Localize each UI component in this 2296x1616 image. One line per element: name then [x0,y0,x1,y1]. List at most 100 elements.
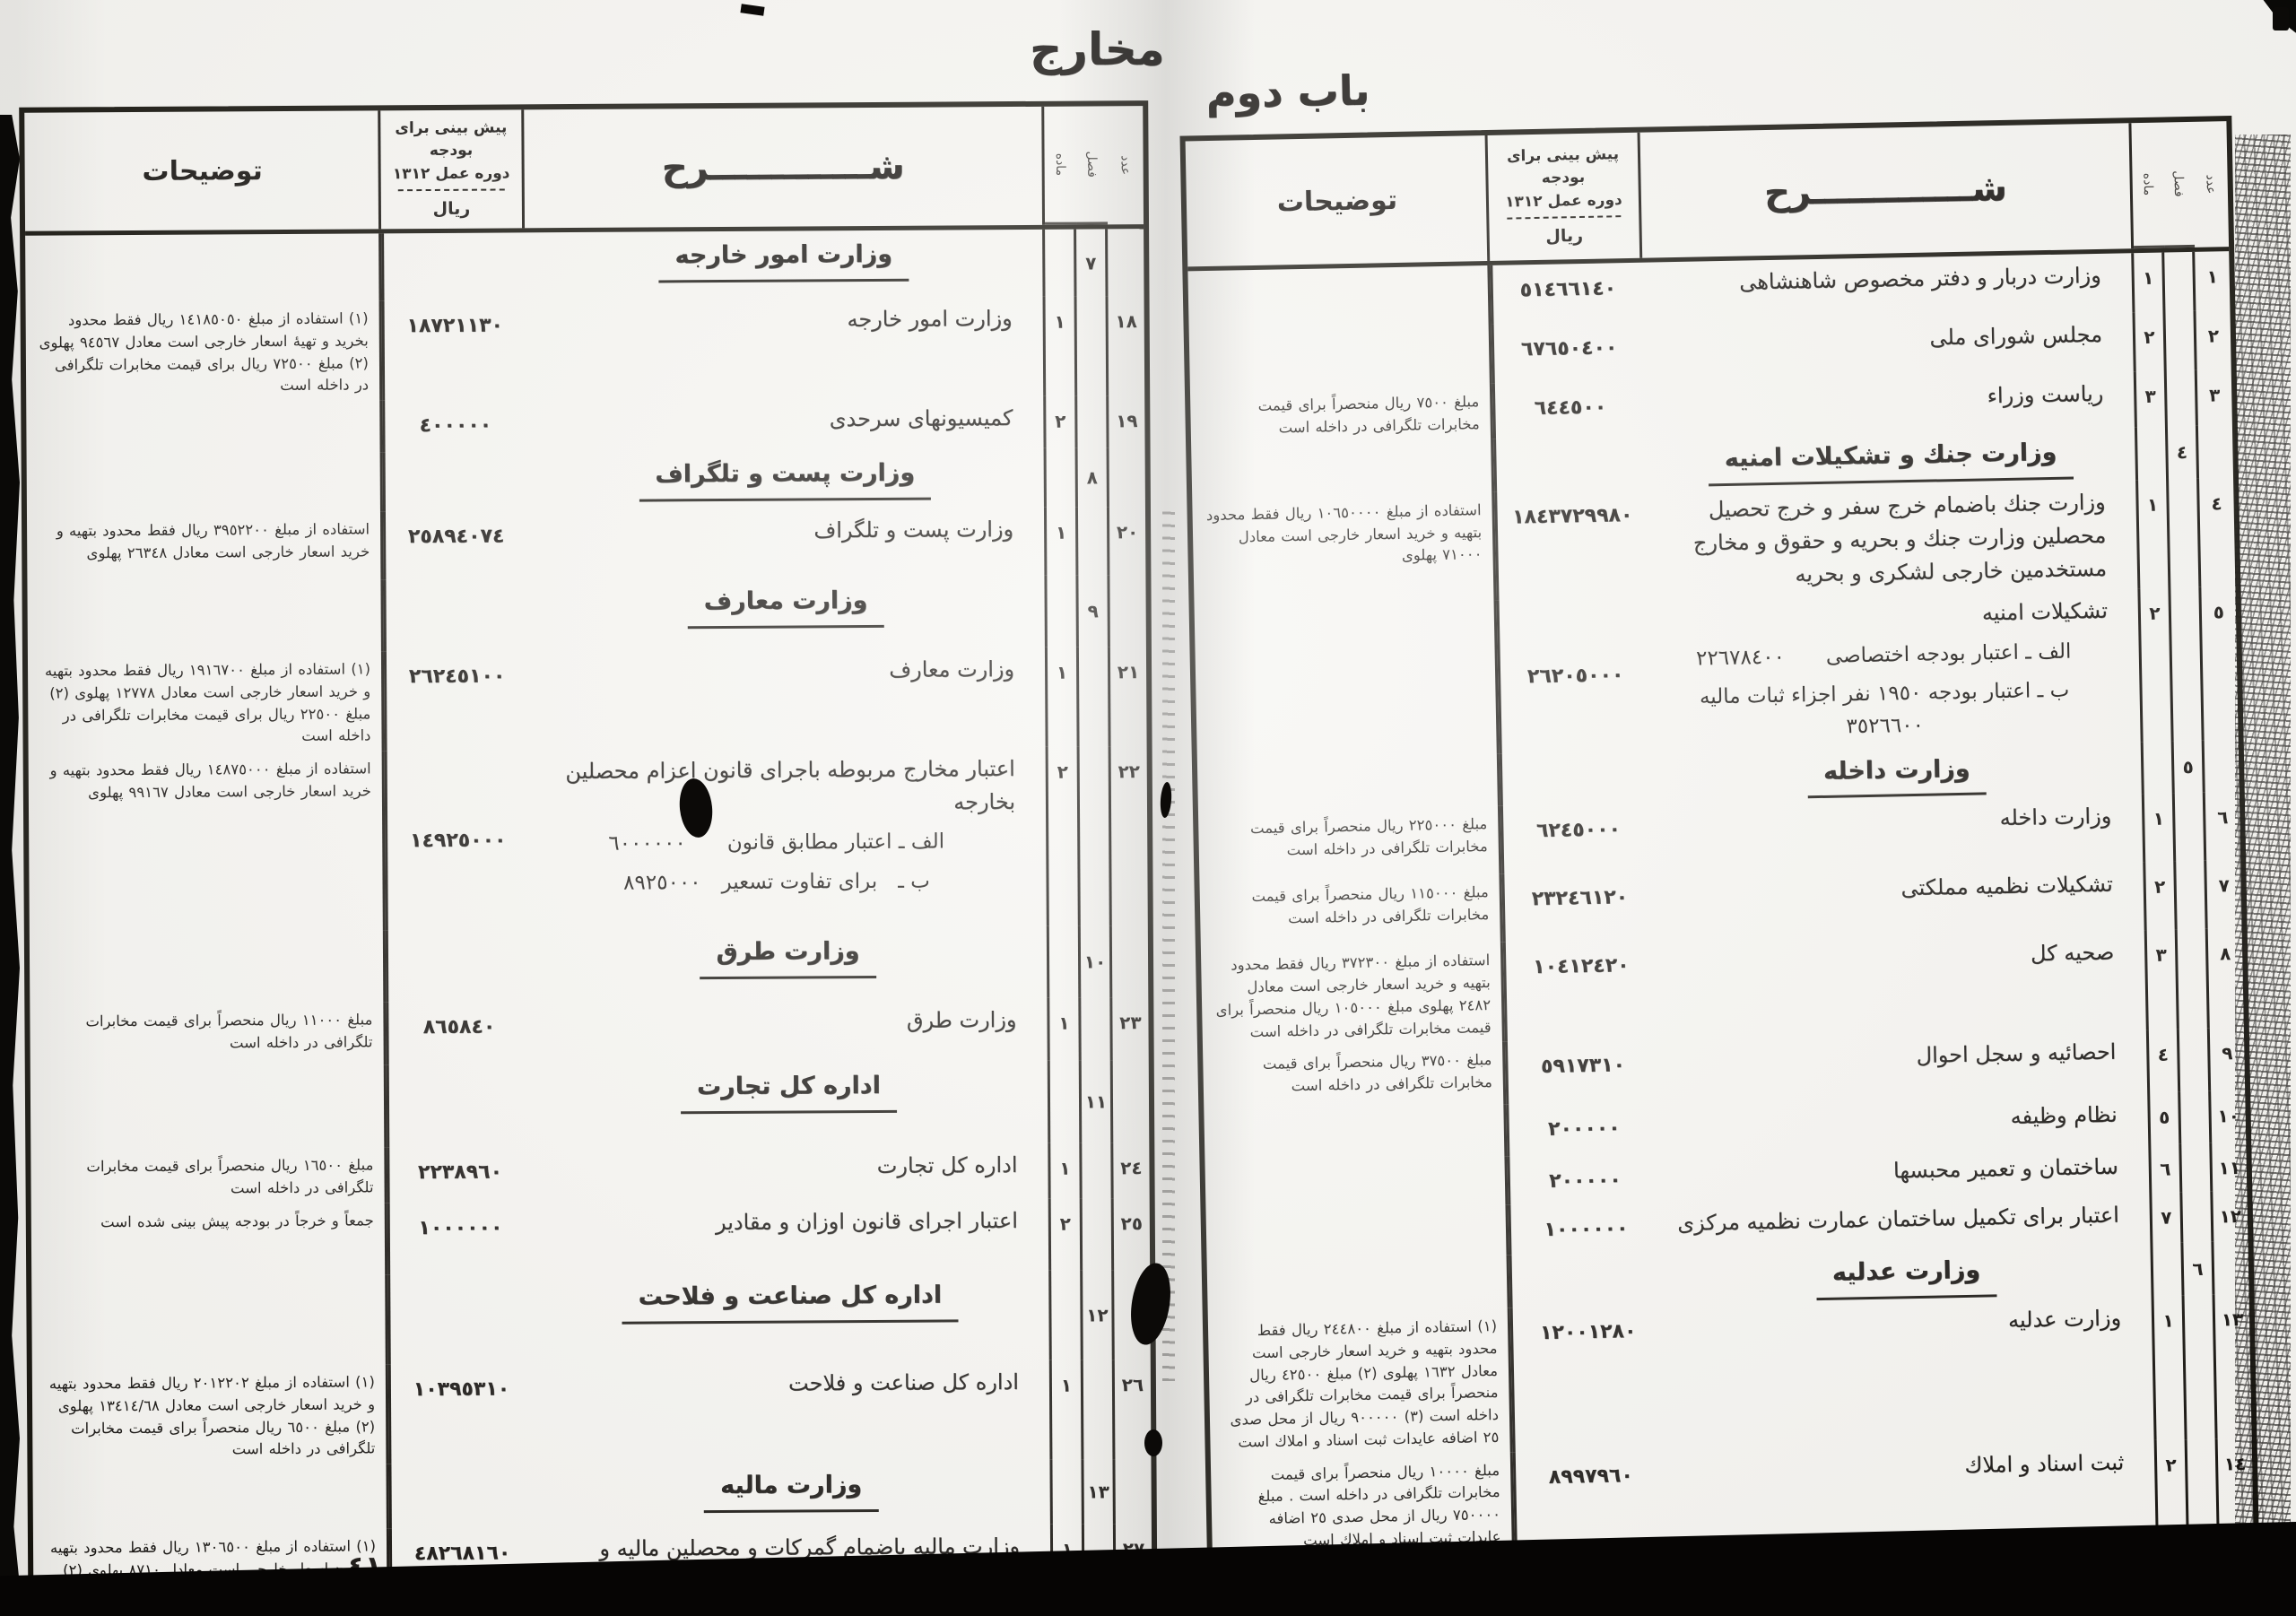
amount-cell: ٢٦٢٤٥١٠٠ [383,650,528,752]
description-cell: تشكیلات نظمیه مملكتی [1654,862,2147,940]
budget-line-row: ١٣ ١ وزارت عدلیه ١٢٠٠١٢٨٠ (١) استفاده از مبل… [1208,1294,2252,1458]
budget-line-row: ٢٦ ١ اداره كل صناعت و فلاحت ١٠٣٩٥٣١٠ (١) است… [32,1360,1152,1466]
budget-line-row: ٢٧ ١ وزارت مالیه باضمام گمركات و محصلین ما… [33,1524,1152,1616]
chapter-number-cell: ٥ [2173,740,2205,794]
section-title: وزارت عدلیه [1815,1251,1997,1301]
note-cell: استفاده از مبلغ ١٠٦٥٠٠٠٠ ریال فقط محدود … [1194,491,1497,607]
note-cell: مبلغ ١١٠٠٠ ریال منحصراً برای قیمت مخابرا… [31,1002,387,1067]
left-page-table: عدد فصل ماده شـــــــــــــرح پیش بینی ب… [19,100,1158,1616]
budget-line-row: ٥ ٢ تشكیلات امنیه الف ـ اعتبار بودجه اختصاص… [1195,586,2239,760]
line-description: كمیسیونهای سرحدی [829,405,1013,432]
chapter-number-cell [2169,478,2202,588]
chapter-number-cell [2170,587,2205,741]
description-cell: اعتبار اجرای قانون اوزان و مقادیر [530,1198,1052,1274]
description-cell: اعتبار برای تكمیل ساختمان عمارت نظمیه مر… [1660,1193,2153,1253]
note-cell: مبلغ ١٦٥٠٠ ریال منحصراً برای قیمت مخابرا… [32,1147,387,1205]
chapter-number-cell [2179,1029,2212,1092]
article-number-cell: ١ [1049,997,1082,1061]
note-cell [1208,1255,1510,1315]
line-description: وزارت معارف [889,656,1015,682]
article-number-cell: ٢ [2145,861,2178,931]
serial-number-cell: ٢١ [1117,661,1140,683]
amount-cell: ٥١٤٦٦١٤٠ [1490,262,1644,325]
chapter-number-cell [1081,997,1113,1061]
chapter-number-cell [2189,1588,2222,1616]
budget-column-header: پیش بینی برای بودجه دوره عمل ١٣١٢ ریال [380,109,526,230]
right-page-table: عدد فصل ماده شـــــــــــــرح پیش بینی ب… [1179,116,2263,1616]
amount-cell: ٢٣٢٤٦١٢٠ [1501,871,1656,943]
article-number-cell: ٣ [2135,370,2168,428]
note-cell [29,579,384,654]
amount-cell: ٢٥٨٩٤٠٧٤ [382,510,527,580]
amount-cell: ٤٨٢٦٨١٦٠ [388,1527,534,1616]
article-number-cell: ١ [1046,507,1079,576]
serial-number-cell: ١٢ [2219,1205,2242,1228]
serial-number-cell: ٥ [2213,601,2225,623]
amount-cell [381,232,526,301]
article-number-cell: ٢ [2156,1438,2189,1540]
budget-header-line1: پیش بینی برای بودجه [1506,144,1620,187]
article-number-cell [1048,925,1082,998]
description-cell: وزارت جنك باضمام خرج سفر و خرج تحصیل محص… [1647,479,2141,599]
chapter-number-cell [2166,369,2198,427]
description-cell: وزارت معارف [526,575,1048,651]
description-cell: اعتبار تكمیل عمارت وزارت عدلیه [1666,1539,2160,1600]
chapter-number-cell [2188,1538,2221,1589]
right-page: باب دوم عدد فصل ماده شـــــــــــــرح پی… [1142,0,2296,1616]
note-cell [31,1064,387,1150]
chapter-number-cell [1082,1198,1115,1271]
amount-cell: ١٨٧٢١١٣٠ [381,300,526,401]
note-cell: (١) استفاده از مبلغ ٢٠١٢٢٠٢ ریال فقط محد… [33,1364,389,1466]
chapter-number-cell: ٨ [1077,447,1109,508]
article-number-cell: ٤ [2159,1588,2191,1616]
serial-number-cell: ٣ [2208,384,2221,406]
chapter-number-cell: ١٣ [1083,1459,1116,1525]
article-number-cell: ٣ [2158,1538,2190,1590]
article-column-header: ماده [1044,106,1077,225]
serial-number-cell: ١٥ [2225,1551,2248,1575]
section-title: وزارت پست و تلگراف [639,454,932,502]
article-number-cell: ٥ [2150,1091,2182,1145]
line-description: اعتبار برای تكمیل ساختمان عمارت نظمیه مر… [1676,1203,2120,1237]
description-subline: الف ـ اعتبار مطابق قانون ٦٠٠٠٠٠٠ [608,830,945,856]
chapter-number-cell: ٤ [2167,425,2200,480]
serial-number-cell: ٨ [2219,943,2231,965]
note-cell [28,452,383,514]
description-cell: اداره كل تجارت [529,1060,1051,1147]
article-number-cell: ٧ [2152,1192,2184,1244]
amount-cell: ٢٠٠٠٠٠ [1507,1153,1661,1206]
chapter-number-cell [2180,1091,2213,1144]
note-cell [34,1464,389,1531]
amount-cell [383,578,527,652]
note-cell [1196,601,1500,760]
chapter-number-cell [2164,251,2196,312]
chapter-number-cell [1076,296,1109,396]
budget-line-row: ٢٢ ٢ اعتبار مخارج مربوطه باجرای قانون اعزا… [29,746,1148,933]
serial-number-cell: ٢٧ [1122,1538,1145,1560]
chapter-number-cell [2165,310,2197,371]
description-cell: اداره كل تجارت [530,1142,1051,1203]
line-description: ساختمان و تعمیر محبسها [1892,1154,2119,1184]
budget-line-row: ٤ ١ وزارت جنك باضمام خرج سفر و خرج تحصیل م… [1192,478,2235,607]
notes-column-header: توضیحات [26,110,382,231]
section-title: اداره كل صناعت و فلاحت [622,1276,959,1325]
note-cell [1213,1551,1516,1608]
section-title: وزارت جنك و تشكیلات امنیه [1708,433,2074,487]
article-number-cell: ١ [2138,479,2171,589]
note-cell [28,400,383,455]
budget-line-row: ٢٠ ١ وزارت پست و تلگراف ٢٥٨٩٤٠٧٤ استفاده از … [27,507,1145,582]
amount-cell: ١٠٣٩٥٣١٠ [387,1363,533,1464]
section-header-row: ٨ وزارت پست و تلگراف [27,447,1145,514]
line-description: اداره كل صناعت و فلاحت [787,1369,1020,1396]
article-number-cell [1052,1459,1084,1525]
description-cell: نظام وظیفه [1658,1092,2152,1154]
chapter-number-cell [2182,1192,2214,1243]
chapter-number-cell: ١٢ [1083,1270,1115,1360]
chapter-number-cell: ١٠ [1080,925,1113,998]
note-cell: مبلغ ٢٢٥٠٠٠ ریال منحصراً برای قیمت مخابر… [1199,806,1502,881]
note-cell [27,233,382,303]
budget-line-row: ٢٤ ١ اداره كل تجارت ٢٢٣٨٩٦٠ مبلغ ١٦٥٠٠ ریال … [30,1142,1149,1205]
line-description: وزارت پست و تلگراف [813,517,1014,543]
amount-cell [1509,1252,1663,1308]
